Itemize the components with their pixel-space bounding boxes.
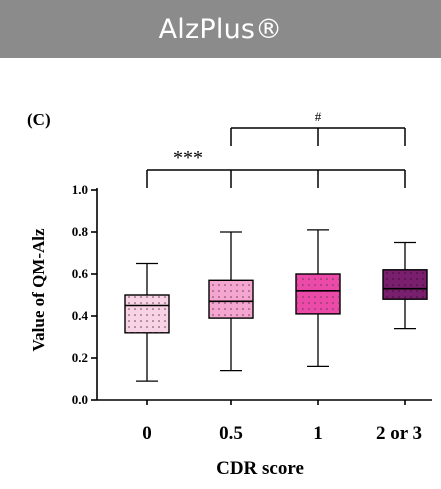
box-2 bbox=[295, 229, 341, 368]
y-tick-label: 0.6 bbox=[72, 266, 89, 281]
y-axis: 0.0 0.2 0.4 0.6 0.8 1.0 bbox=[72, 182, 98, 407]
y-tick-label: 1.0 bbox=[72, 182, 88, 197]
significance-brackets: *** # bbox=[146, 109, 406, 188]
significance-label: # bbox=[315, 109, 322, 124]
chart-container: (C) Value of QM-Alz CDR score 0.0 0.2 0.4 0… bbox=[0, 58, 441, 484]
box-0 bbox=[124, 262, 170, 382]
x-tick-label: 1 bbox=[313, 423, 323, 444]
y-axis-label: Value of QM-Alz bbox=[29, 228, 48, 352]
x-axis: 0 0.5 1 2 or 3 bbox=[97, 399, 432, 444]
box-dot-pattern bbox=[209, 280, 253, 319]
box-dot-pattern bbox=[125, 295, 169, 333]
significance-bracket-0: *** bbox=[146, 147, 406, 188]
x-tick-label: 2 or 3 bbox=[376, 423, 422, 444]
x-tick-label: 0.5 bbox=[219, 423, 243, 444]
box-plot-chart: (C) Value of QM-Alz CDR score 0.00.20.40… bbox=[27, 109, 432, 479]
x-tick-label: 0 bbox=[142, 423, 152, 444]
y-tick-label: 0.2 bbox=[72, 350, 88, 365]
box-1 bbox=[208, 231, 254, 372]
box-dot-pattern bbox=[296, 274, 340, 314]
y-tick-label: 0.8 bbox=[72, 224, 89, 239]
box-dot-pattern bbox=[383, 269, 427, 300]
app-banner-title: AlzPlus® bbox=[0, 0, 441, 58]
y-tick-label: 0.4 bbox=[72, 308, 89, 323]
y-tick-label: 0.0 bbox=[72, 392, 88, 407]
x-axis-label: CDR score bbox=[216, 458, 304, 479]
significance-bracket-1: # bbox=[230, 109, 406, 146]
box-3 bbox=[382, 241, 428, 330]
panel-label: (C) bbox=[27, 110, 51, 129]
significance-label: *** bbox=[173, 147, 203, 169]
box-series bbox=[124, 229, 428, 382]
